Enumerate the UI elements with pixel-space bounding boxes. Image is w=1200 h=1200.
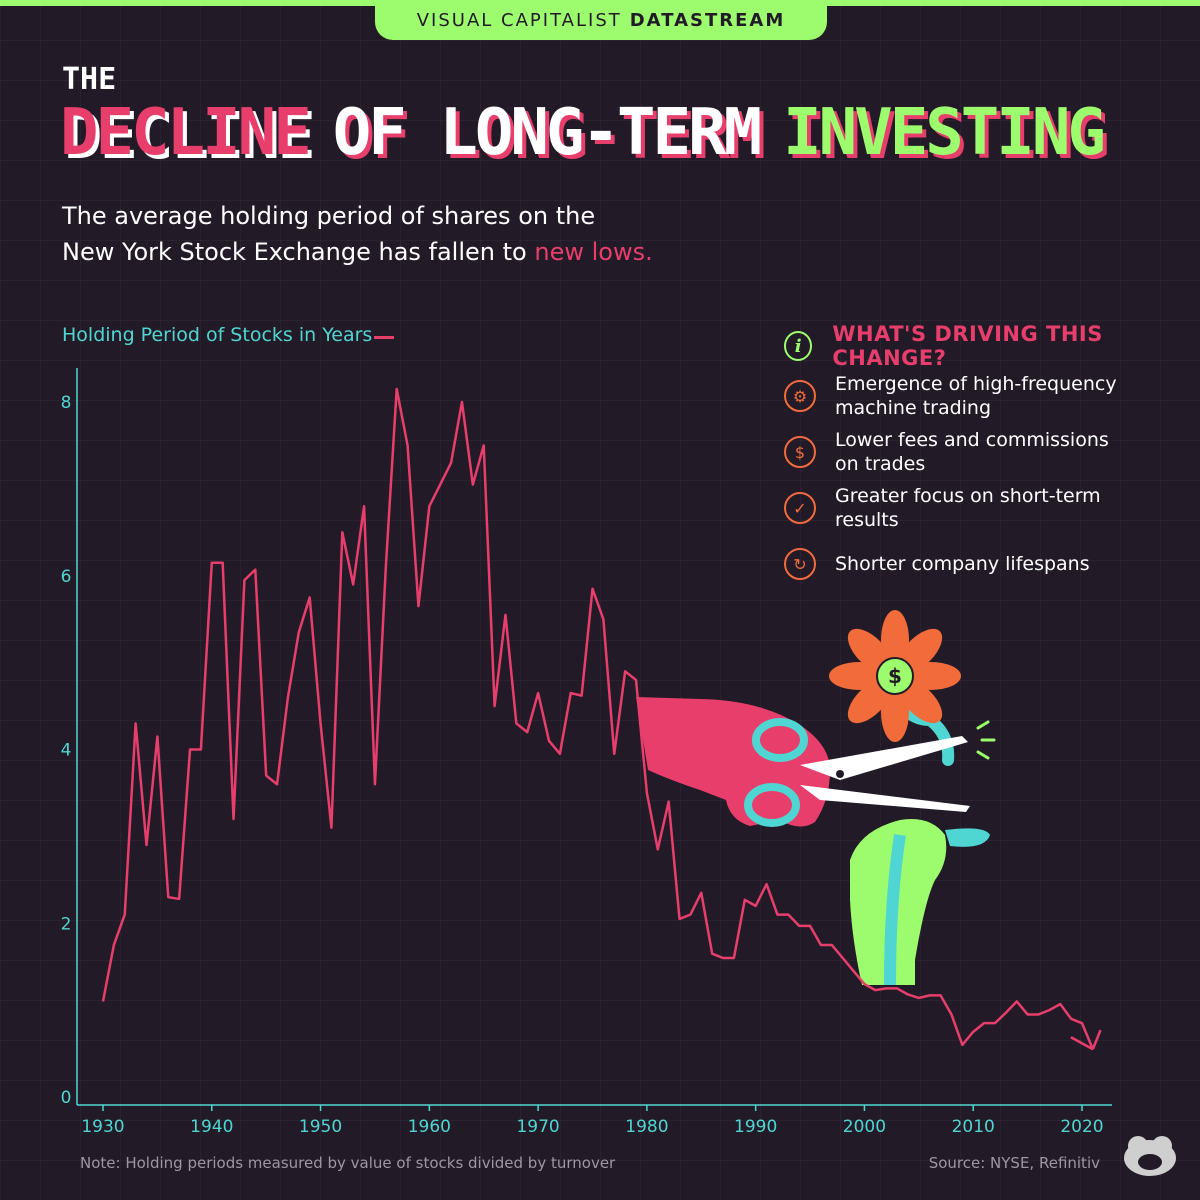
x-tick-label: 1950 bbox=[299, 1117, 342, 1137]
source-credit: Source: NYSE, Refinitiv bbox=[928, 1154, 1100, 1172]
scissors-flower-illustration: $ bbox=[636, 610, 996, 986]
legend-line-swatch bbox=[374, 336, 394, 339]
driver-item-label: Lower fees and commissions on trades bbox=[835, 429, 1109, 475]
info-icon: i bbox=[784, 331, 813, 361]
drivers-heading-text: WHAT'S DRIVING THIS CHANGE? bbox=[832, 322, 1103, 370]
subtitle: The average holding period of shares on … bbox=[62, 198, 762, 270]
series-arrow-head bbox=[1070, 1036, 1094, 1051]
gear-icon: ⚙ bbox=[784, 380, 816, 412]
y-axis-title: Holding Period of Stocks in Years bbox=[62, 324, 373, 346]
visual-capitalist-logo bbox=[1124, 1136, 1176, 1176]
chart-axes: 0 2 4 6 8 1930 1940 1950 1960 1970 1980 1990 2000 201… bbox=[61, 368, 1112, 1137]
series-line-holding-period bbox=[101, 387, 1095, 1050]
brand-tab: VISUAL CAPITALIST DATASTREAM bbox=[375, 0, 827, 40]
drivers-heading: i WHAT'S DRIVING THIS CHANGE? bbox=[784, 322, 1200, 370]
y-tick-label: 4 bbox=[61, 741, 72, 761]
x-tick-label: 1980 bbox=[625, 1117, 668, 1137]
driver-item-hft: ⚙ Emergence of high-frequency machine tr… bbox=[784, 372, 1135, 420]
footnote: Note: Holding periods measured by value … bbox=[80, 1154, 616, 1172]
svg-text:$: $ bbox=[888, 664, 902, 688]
series-line-trailing-arrow bbox=[1091, 1029, 1102, 1050]
y-tick-label: 0 bbox=[61, 1088, 72, 1108]
subtitle-line-1: The average holding period of shares on … bbox=[62, 202, 596, 230]
x-tick-label: 1970 bbox=[516, 1117, 559, 1137]
y-tick-label: 8 bbox=[61, 393, 72, 413]
driver-item-fees: $ Lower fees and commissions on trades bbox=[784, 428, 1135, 476]
driver-item-short-term: ✓ Greater focus on short-term results bbox=[784, 484, 1135, 532]
driver-item-label: Shorter company lifespans bbox=[835, 553, 1090, 575]
x-tick-label: 2010 bbox=[952, 1117, 995, 1137]
subtitle-highlight: new lows. bbox=[534, 238, 653, 266]
x-tick-label: 1930 bbox=[81, 1117, 124, 1137]
chart-marks bbox=[101, 387, 1102, 1051]
subtitle-line-2: New York Stock Exchange has fallen to ne… bbox=[62, 234, 762, 270]
x-tick-label: 2000 bbox=[843, 1117, 886, 1137]
x-tick-label: 2020 bbox=[1060, 1117, 1103, 1137]
x-tick-label: 1990 bbox=[734, 1117, 777, 1137]
driver-item-lifespans: ↻ Shorter company lifespans bbox=[784, 548, 1135, 580]
driver-item-label: Greater focus on short-term results bbox=[835, 485, 1101, 531]
x-tick-label: 1940 bbox=[190, 1117, 233, 1137]
title-prefix: THE bbox=[62, 62, 117, 97]
stopwatch-icon: ✓ bbox=[784, 492, 816, 524]
title-word-investing: INVESTING bbox=[783, 96, 1106, 170]
cycle-icon: ↻ bbox=[784, 548, 816, 580]
driver-item-label: Emergence of high-frequency machine trad… bbox=[835, 373, 1117, 419]
subtitle-line-2-text: New York Stock Exchange has fallen to bbox=[62, 238, 535, 266]
title-word-decline: DECLINE bbox=[60, 96, 312, 170]
x-tick-label: 1960 bbox=[408, 1117, 451, 1137]
title-word-middle: OF LONG-TERM bbox=[332, 96, 762, 170]
brand-product: DATASTREAM bbox=[629, 9, 786, 31]
brand-name: VISUAL CAPITALIST bbox=[416, 9, 622, 31]
dollar-icon: $ bbox=[784, 436, 816, 468]
y-tick-label: 2 bbox=[61, 914, 72, 934]
page-title: DECLINE OF LONG-TERM INVESTING bbox=[60, 96, 1106, 170]
y-tick-label: 6 bbox=[61, 567, 72, 587]
